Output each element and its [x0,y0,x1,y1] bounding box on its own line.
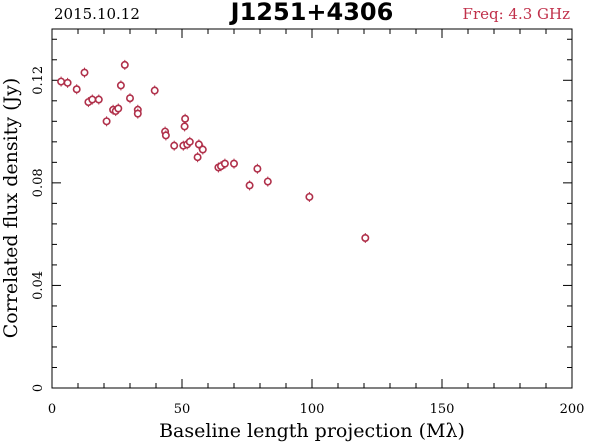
data-point [114,103,123,114]
data-point [170,140,179,151]
data-point [230,158,239,169]
data-point [161,130,170,141]
data-point [80,67,89,78]
plot-frame [51,28,573,389]
data-point [126,93,135,104]
data-point [180,121,189,132]
y-tick-label: 0.12 [31,66,46,95]
y-axis-label: Correlated flux density (Jy) [0,78,22,339]
data-point [102,116,111,127]
frequency-label: Freq: 4.3 GHz [463,5,571,23]
y-tick-label: 0.08 [31,168,46,197]
data-point [245,180,254,191]
data-point [57,76,66,87]
data-point [194,139,203,150]
data-point [361,232,370,243]
x-axis-label: Baseline length projection (Mλ) [159,420,465,442]
data-point [116,80,125,91]
x-tick-label: 150 [430,402,455,417]
data-point [220,158,229,169]
data-point [305,191,314,202]
chart-title: J1251+4306 [229,0,394,26]
x-tick-label: 50 [174,402,191,417]
y-tick-label: 0.04 [31,271,46,300]
x-tick-label: 0 [48,402,56,417]
data-point [133,108,142,119]
data-point [253,163,262,174]
data-point [63,77,72,88]
data-point [185,136,194,147]
date-label: 2015.10.12 [54,5,140,23]
data-point [94,94,103,105]
data-points [57,59,370,243]
data-point [193,152,202,163]
data-point [181,113,190,124]
x-tick-label: 200 [560,402,585,417]
axis-tick-labels: 0 50 100 150 200 0 0.04 0.08 0.12 [31,66,584,417]
y-tick-label: 0 [31,384,46,392]
axis-ticks [51,29,573,389]
data-point [72,84,81,95]
x-tick-label: 100 [300,402,325,417]
data-point [263,176,272,187]
data-point [120,59,129,70]
data-point [198,144,207,155]
data-point [150,85,159,96]
